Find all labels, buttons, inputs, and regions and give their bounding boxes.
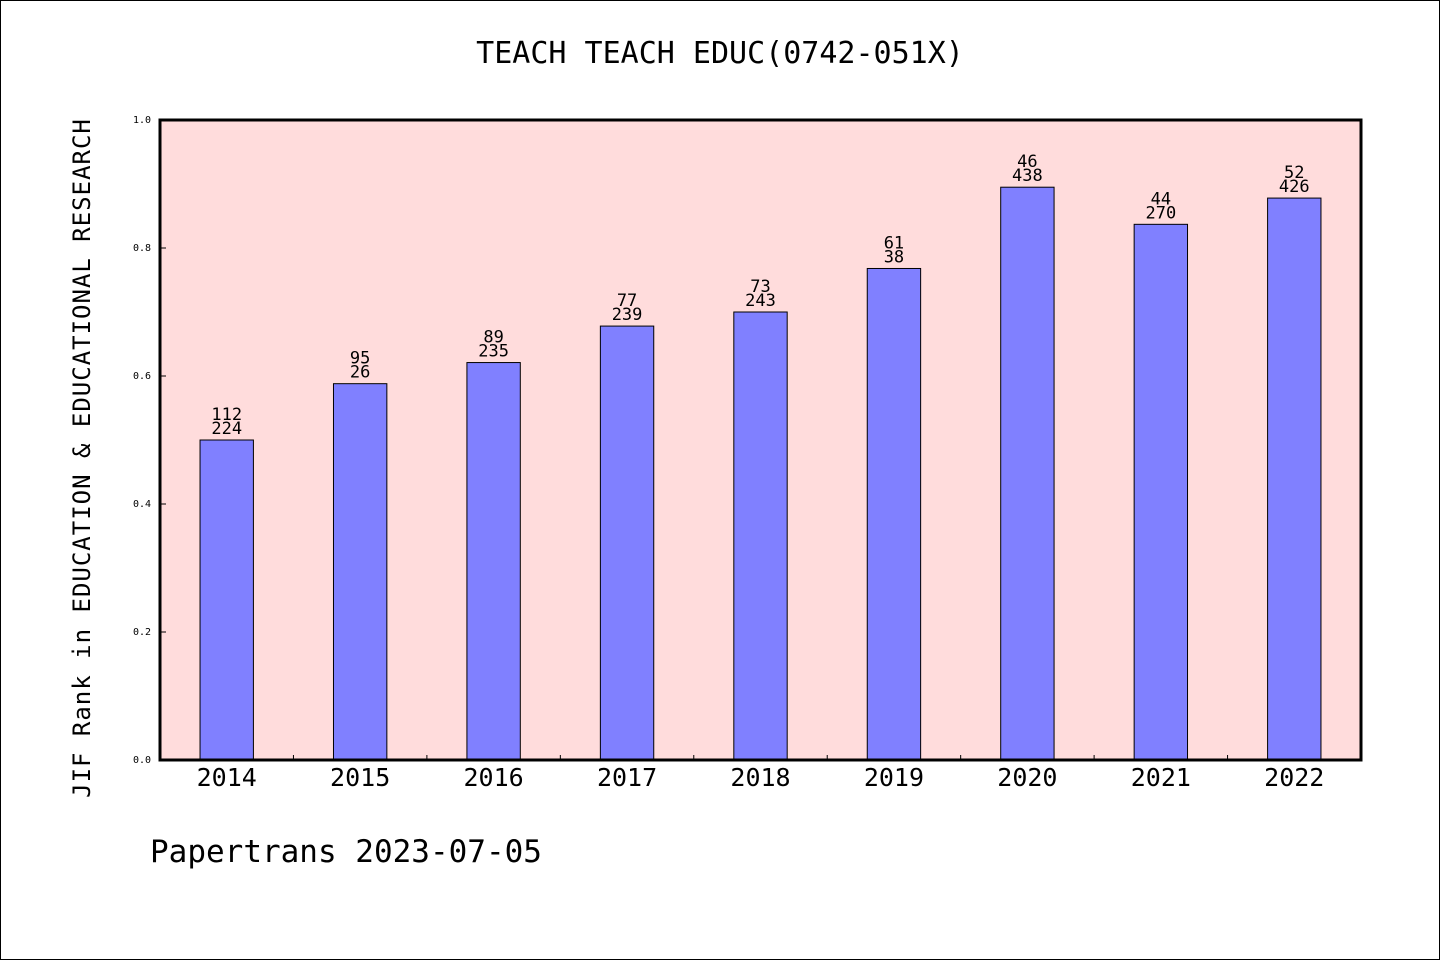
x-tick-label: 2021 (1131, 763, 1191, 792)
bar-2021 (1133, 223, 1189, 761)
bar-2015 (332, 383, 388, 761)
footer-credit: Papertrans 2023-07-05 (150, 834, 542, 870)
y-tick-label: 0.2 (133, 627, 151, 638)
bar-rank-label: 77 (617, 291, 637, 311)
bar-total-label: 239 (612, 305, 643, 325)
bar-2020 (1000, 186, 1055, 761)
x-tick-label: 2017 (597, 763, 657, 792)
bar-total-label: 26 (350, 363, 370, 383)
bar-2018 (733, 311, 788, 761)
bar-total-label: 438 (1012, 166, 1043, 186)
bar-total-label: 426 (1279, 177, 1310, 197)
bar-2019 (866, 267, 922, 761)
bar-rank-label: 46 (1017, 152, 1037, 172)
y-tick-label: 0.4 (133, 499, 151, 510)
x-tick-label: 2014 (197, 763, 257, 792)
y-tick-label: 0.6 (133, 371, 151, 382)
x-tick-label: 2016 (464, 763, 524, 792)
bar-2022 (1267, 197, 1322, 761)
bar-2017 (599, 325, 655, 761)
bar-2016 (466, 362, 521, 761)
bar-total-label: 243 (745, 291, 776, 311)
x-tick-label: 2019 (864, 763, 924, 792)
bar-total-label: 224 (211, 419, 242, 439)
bar-rank-label: 61 (884, 233, 904, 253)
bar-total-label: 38 (884, 247, 904, 267)
x-tick-label: 2018 (730, 763, 790, 792)
y-tick-label: 0.0 (133, 755, 151, 766)
bar-rank-label: 44 (1151, 189, 1171, 209)
y-tick-label: 0.8 (133, 243, 151, 254)
chart-title: TEACH TEACH EDUC(0742-051X) (476, 36, 964, 71)
x-tick-label: 2020 (997, 763, 1057, 792)
x-tick-label: 2015 (330, 763, 390, 792)
x-tick-label: 2022 (1264, 763, 1324, 792)
bar-2014 (199, 439, 254, 761)
bar-rank-label: 89 (483, 328, 503, 348)
plot-frame (158, 118, 1363, 762)
bar-total-label: 235 (478, 342, 509, 362)
bar-rank-label: 95 (350, 349, 370, 369)
bar-rank-label: 112 (211, 405, 242, 425)
bar-rank-label: 73 (750, 277, 770, 297)
bar-rank-label: 52 (1284, 163, 1304, 183)
bar-total-label: 270 (1145, 203, 1176, 223)
y-tick-label: 1.0 (133, 115, 151, 126)
